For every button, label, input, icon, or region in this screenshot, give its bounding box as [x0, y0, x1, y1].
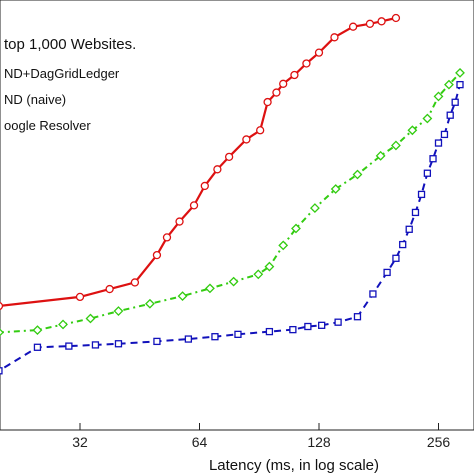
data-point [411, 208, 420, 217]
data-point [429, 155, 437, 163]
data-point [348, 22, 358, 31]
data-point [85, 313, 96, 324]
data-point [434, 139, 443, 147]
data-point [213, 165, 222, 174]
data-point [369, 290, 377, 298]
data-point [352, 169, 363, 180]
data-point [314, 48, 324, 57]
data-point [32, 325, 43, 336]
data-point [205, 283, 215, 294]
data-point [446, 111, 454, 119]
legend: top 1,000 Websites. ND+DagGridLedger ND … [4, 36, 136, 133]
legend-entry-label: ND+DagGridLedger [4, 66, 120, 81]
legend-title: top 1,000 Websites. [4, 36, 136, 53]
data-point [263, 97, 272, 107]
data-point [234, 330, 242, 338]
x-axis-label: Latency (ms, in log scale) [209, 457, 379, 474]
data-point [304, 322, 312, 331]
legend-entry-label: oogle Resolver [4, 118, 91, 133]
data-point [456, 80, 464, 89]
data-point [365, 19, 375, 28]
data-point [228, 276, 239, 287]
data-point [0, 367, 3, 375]
data-point [302, 59, 311, 68]
data-point [309, 203, 320, 214]
data-point [175, 217, 184, 226]
data-point [189, 201, 199, 210]
data-point [272, 88, 281, 97]
data-point [407, 125, 418, 136]
x-tick-label: 64 [192, 434, 208, 450]
data-point [224, 152, 234, 161]
data-point [278, 240, 289, 251]
data-point [184, 335, 193, 343]
data-point [91, 341, 100, 349]
data-point [75, 292, 85, 302]
data-point [256, 126, 265, 135]
data-point [451, 98, 459, 106]
data-point [353, 313, 362, 321]
data-point [405, 225, 413, 233]
data-point [422, 113, 433, 124]
legend-entry-label: ND (naive) [4, 92, 66, 107]
data-point [377, 17, 386, 26]
data-point [423, 169, 432, 177]
data-point [200, 181, 209, 191]
series-layer [0, 13, 465, 375]
data-point [211, 333, 219, 341]
data-point [105, 284, 114, 294]
x-axis: 32 64 128 256 [72, 423, 450, 450]
data-point [264, 261, 275, 272]
data-point [265, 327, 274, 336]
data-point [392, 254, 400, 262]
data-point [130, 278, 140, 287]
data-point [242, 135, 251, 144]
data-point [253, 269, 264, 280]
data-point [455, 67, 465, 78]
data-point [0, 328, 4, 337]
data-point [391, 140, 401, 151]
data-point [279, 79, 288, 88]
data-point [391, 13, 401, 23]
data-point [399, 240, 407, 249]
x-tick-label: 128 [307, 434, 331, 450]
data-point [114, 340, 123, 348]
series-line [0, 72, 461, 334]
data-point [383, 268, 391, 277]
data-point [162, 233, 172, 242]
data-point [318, 321, 326, 329]
data-point [444, 79, 454, 90]
data-point [113, 306, 124, 316]
data-point [290, 70, 299, 80]
data-point [177, 291, 188, 302]
data-point [440, 130, 449, 139]
data-point [291, 223, 301, 234]
data-point [433, 91, 444, 102]
series-0 [0, 13, 401, 311]
data-point [417, 190, 426, 199]
data-point [144, 298, 155, 309]
series-1 [0, 67, 465, 337]
x-tick-label: 32 [72, 434, 88, 450]
data-point [330, 33, 339, 42]
data-point [65, 342, 73, 350]
data-point [375, 150, 386, 161]
data-point [33, 343, 42, 351]
data-point [58, 319, 68, 330]
data-point [330, 184, 341, 194]
data-point [334, 318, 342, 326]
plot-frame [0, 0, 474, 431]
series-line [0, 16, 397, 307]
data-point [152, 250, 162, 260]
series-2 [0, 80, 464, 375]
data-point [0, 302, 4, 311]
data-point [289, 325, 297, 334]
data-point [153, 337, 161, 346]
x-tick-label: 256 [427, 434, 451, 450]
